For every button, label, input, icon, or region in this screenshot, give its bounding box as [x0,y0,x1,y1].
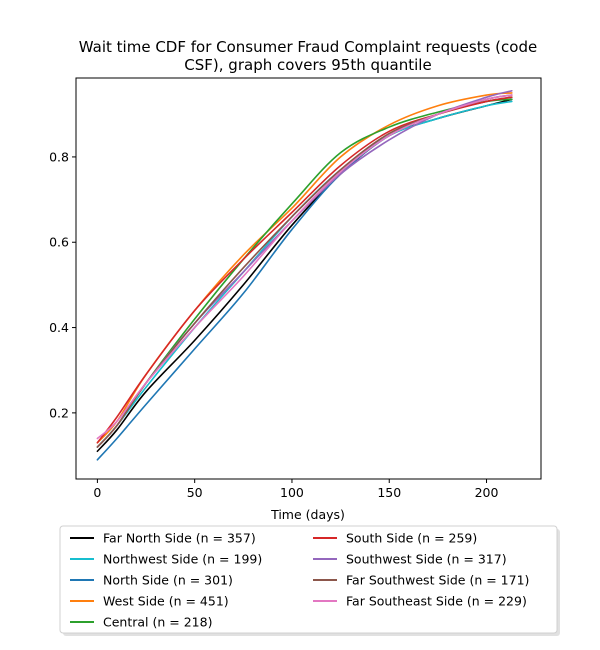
y-tick-label-2: 0.6 [49,235,69,250]
series-line-4 [96,98,513,448]
y-tick-label-1: 0.4 [49,320,69,335]
series-line-0 [96,98,513,453]
chart-title-line-1: Wait time CDF for Consumer Fraud Complai… [79,38,537,56]
legend: Far North Side (n = 357) Northwest Side (… [59,525,560,636]
plot-area-frame [75,77,542,480]
series-line-3 [96,92,513,444]
legend-entries: Far North Side (n = 357) Northwest Side (… [70,531,529,630]
legend-label-0: Far North Side (n = 357) [103,531,256,546]
legend-label-2: North Side (n = 301) [103,573,233,588]
y-tick-label-3: 0.8 [49,149,69,164]
series-line-7 [96,94,513,448]
chart-title: Wait time CDF for Consumer Fraud Complai… [79,38,537,74]
legend-label-7: Far Southwest Side (n = 171) [346,573,529,588]
legend-label-8: Far Southeast Side (n = 229) [346,594,527,609]
series-line-2 [96,96,513,461]
legend-label-5: South Side (n = 259) [346,531,477,546]
x-axis-ticks: 0 50 100 150 200 [93,479,498,500]
series-line-8 [96,94,513,440]
x-tick-label-0: 0 [93,485,101,500]
x-tick-label-3: 150 [377,485,401,500]
series-lines [96,90,513,461]
legend-label-4: Central (n = 218) [103,615,212,630]
x-tick-label-2: 100 [280,485,304,500]
series-line-1 [96,100,513,448]
series-line-6 [96,90,513,448]
legend-label-1: Northwest Side (n = 199) [103,552,262,567]
x-tick-label-1: 50 [187,485,203,500]
legend-label-3: West Side (n = 451) [103,594,229,609]
y-tick-label-0: 0.2 [49,405,69,420]
chart-title-line-2: CSF), graph covers 95th quantile [184,56,431,74]
x-axis-label: Time (days) [270,507,345,522]
legend-label-6: Southwest Side (n = 317) [346,552,507,567]
legend-box [59,525,558,634]
y-axis-ticks: 0.2 0.4 0.6 0.8 [49,149,76,420]
x-tick-label-4: 200 [475,485,499,500]
series-line-5 [96,96,513,444]
